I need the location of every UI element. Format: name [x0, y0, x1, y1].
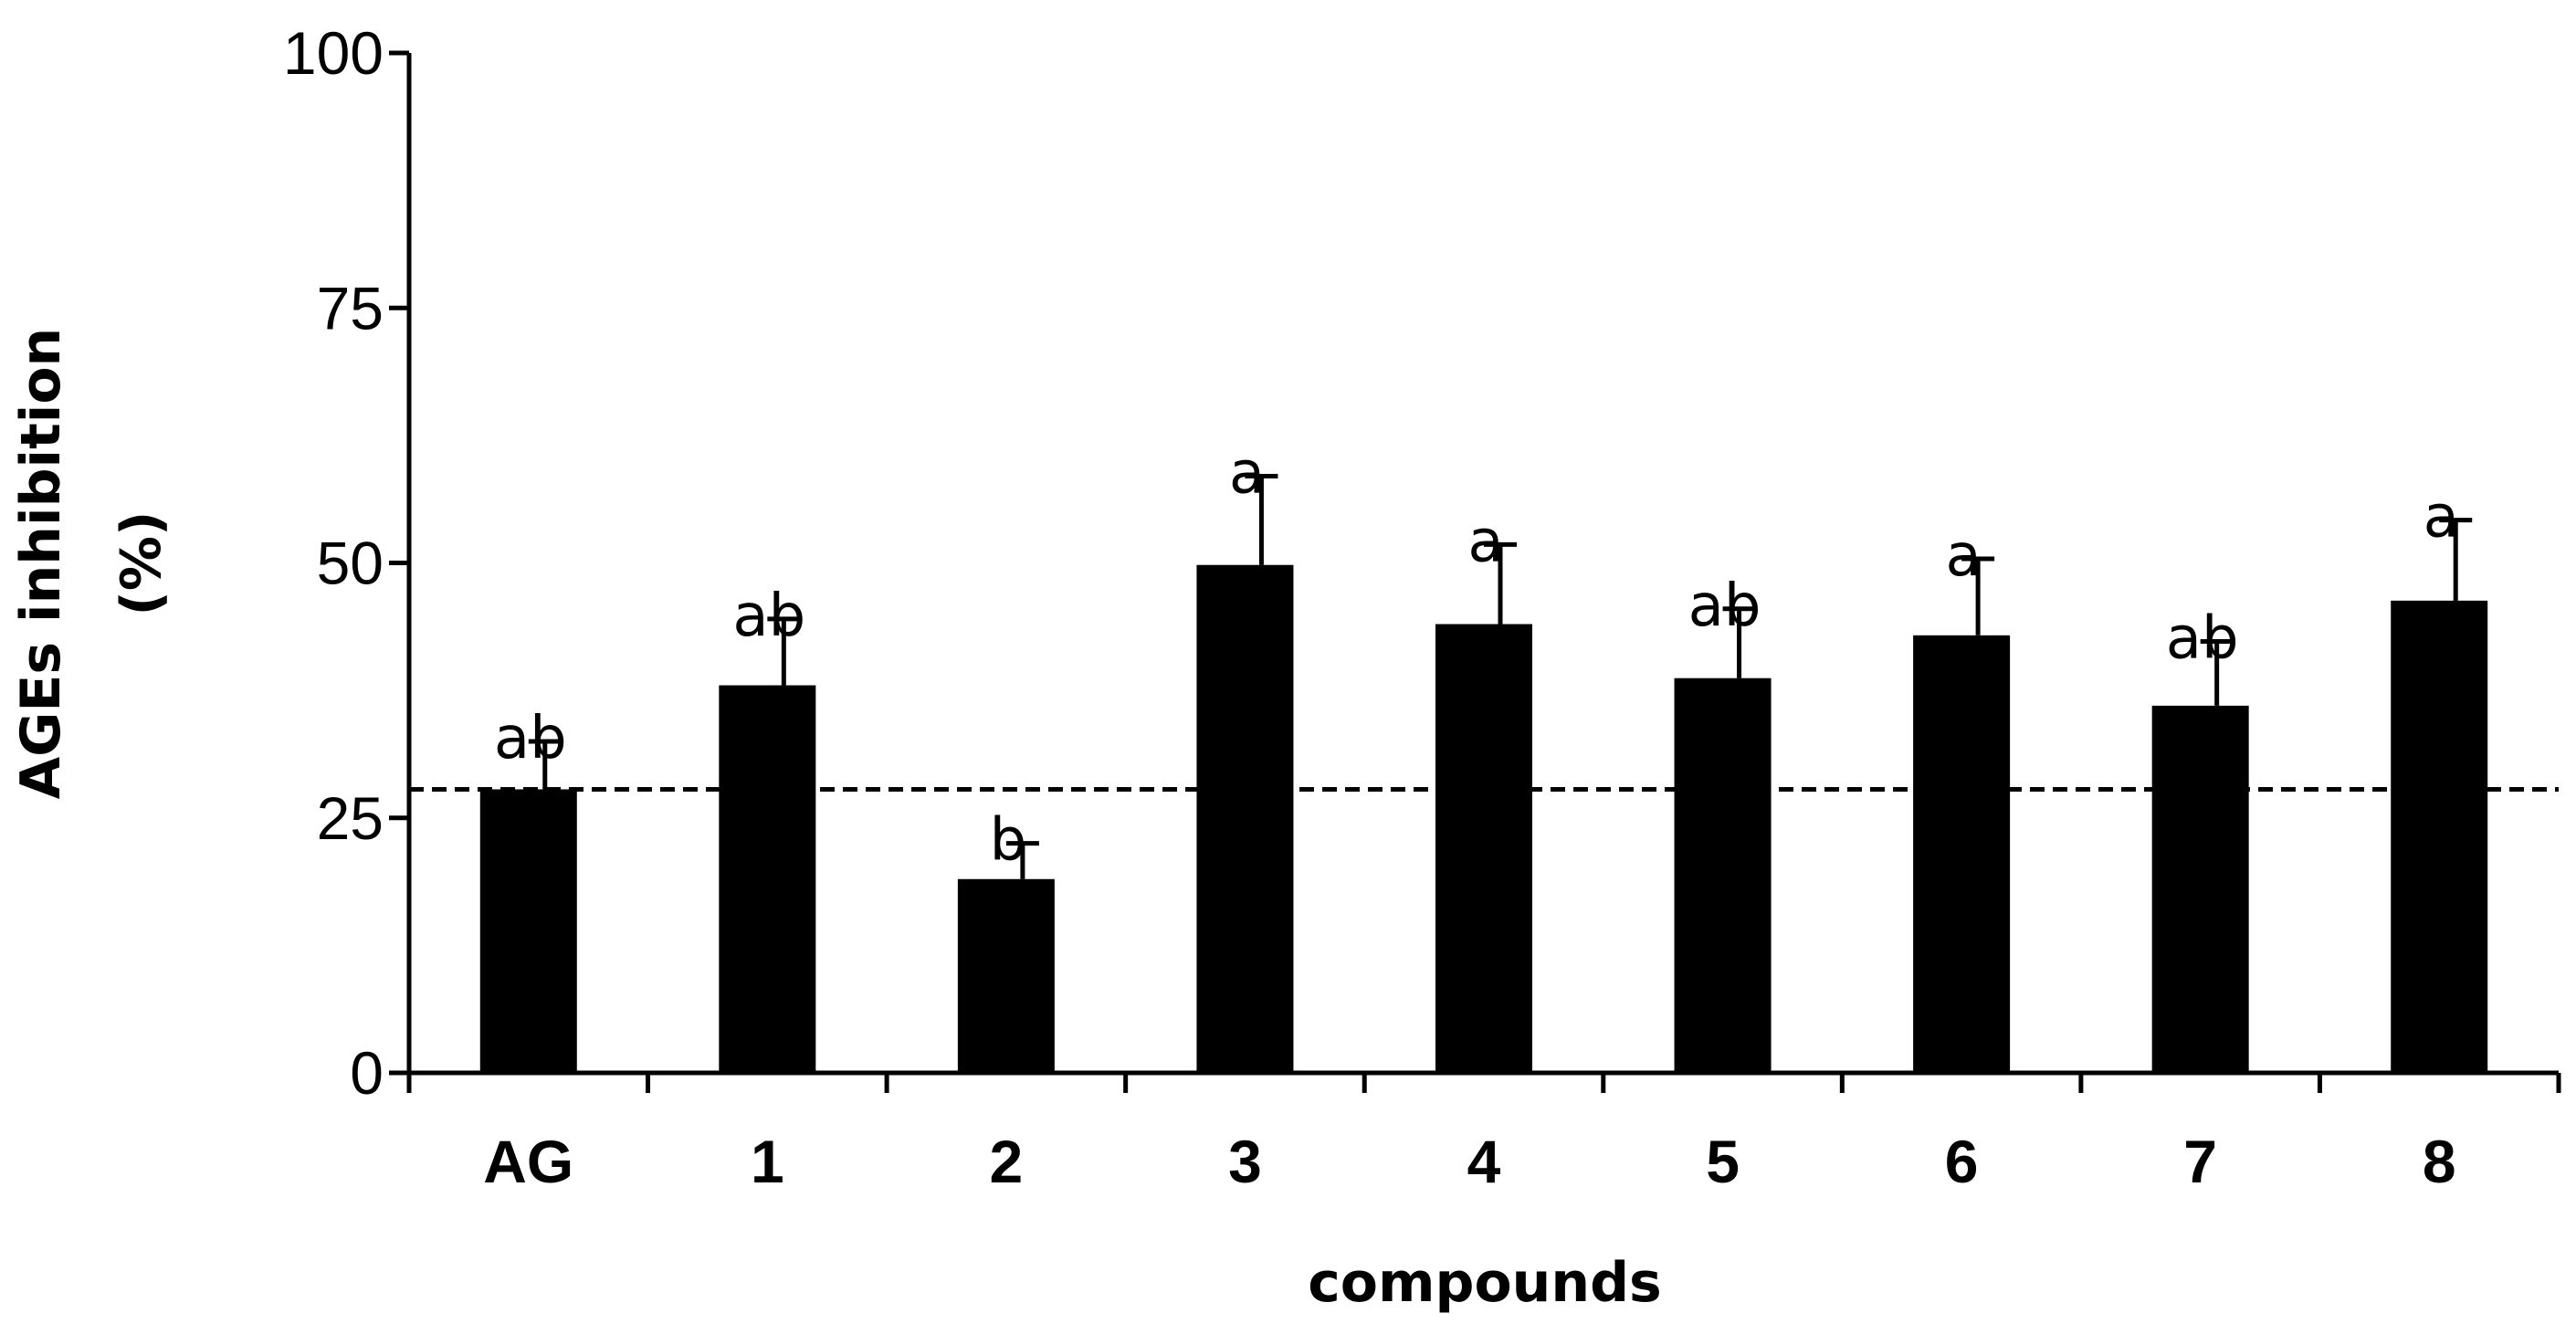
y-axis-title-line2: (%) — [110, 511, 173, 616]
x-tick-label: 4 — [1467, 1128, 1501, 1195]
significance-letter: a — [2424, 484, 2459, 551]
y-tick-label: 75 — [317, 274, 384, 341]
bar — [2391, 600, 2488, 1073]
bar — [2151, 705, 2249, 1073]
significance-letter: ab — [732, 583, 805, 650]
significance-letter: a — [1946, 522, 1982, 590]
significance-letter: ab — [494, 705, 567, 772]
x-tick-label: 2 — [990, 1128, 1024, 1195]
bar — [1435, 624, 1532, 1073]
x-tick-label: AG — [483, 1128, 573, 1195]
y-tick-label: 50 — [317, 530, 384, 597]
bar — [957, 878, 1055, 1073]
significance-letter: ab — [1688, 572, 1761, 640]
y-axis-title: AGEs inhibition (%) — [9, 328, 173, 800]
significance-letter: a — [1467, 508, 1503, 575]
significance-letter: ab — [2166, 605, 2239, 673]
x-tick-label: 7 — [2183, 1128, 2217, 1195]
y-tick-label: 0 — [350, 1039, 384, 1107]
x-tick-label: 5 — [1706, 1128, 1740, 1195]
x-tick-label: 6 — [1945, 1128, 1979, 1195]
y-axis-title-line1: AGEs inhibition — [9, 328, 73, 800]
x-tick-label: 1 — [751, 1128, 784, 1195]
bar — [1674, 678, 1772, 1073]
bar — [719, 685, 816, 1073]
x-axis-title: compounds — [1308, 1251, 1662, 1315]
significance-letter: b — [990, 807, 1027, 875]
x-tick-label: 3 — [1228, 1128, 1262, 1195]
y-tick-label: 100 — [283, 19, 384, 87]
bar — [1913, 635, 2011, 1073]
plot-area: 0 25 50 75 100 ab AG ab 1 b 2 a 3 a 4 ab 5 a 6 ab 7 a 8 — [283, 19, 2561, 1195]
bar — [479, 789, 577, 1073]
y-tick-label: 25 — [317, 784, 384, 852]
x-tick-label: 8 — [2423, 1128, 2456, 1195]
bar — [1196, 564, 1294, 1073]
significance-letter: a — [1229, 440, 1265, 508]
